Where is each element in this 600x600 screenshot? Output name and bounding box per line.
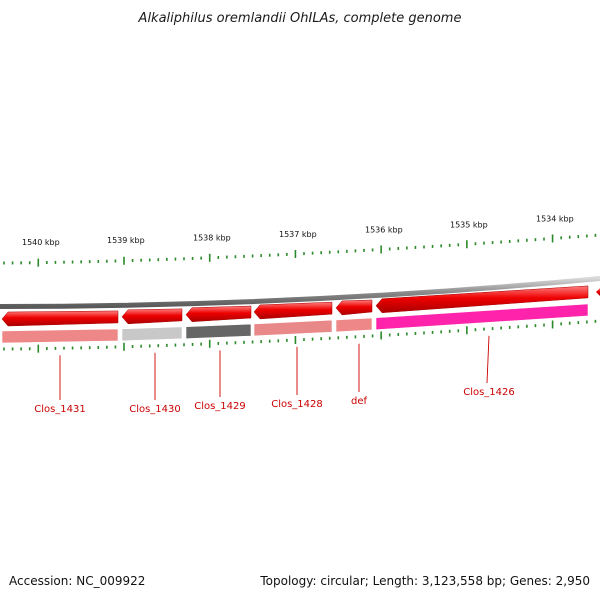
genome-summary-text: Topology: circular; Length: 3,123,558 bp… bbox=[260, 574, 590, 588]
gene-arrow[interactable] bbox=[121, 308, 183, 325]
gene-arrow[interactable] bbox=[335, 299, 373, 316]
gene-label[interactable]: Clos_1428 bbox=[271, 399, 323, 410]
gene-arrow[interactable] bbox=[185, 305, 252, 322]
gene-band bbox=[335, 317, 373, 333]
tick-label: 1540 kbp bbox=[22, 238, 60, 247]
tick-label: 1536 kbp bbox=[365, 225, 403, 234]
gene-label[interactable]: Clos_1430 bbox=[129, 404, 181, 415]
gene-band bbox=[121, 326, 183, 342]
gene-label[interactable]: def bbox=[351, 396, 368, 407]
gene-arrow[interactable] bbox=[1, 310, 119, 327]
gene-arrows bbox=[1, 285, 600, 327]
gene-arrow[interactable] bbox=[253, 301, 333, 320]
gene-band bbox=[253, 319, 333, 337]
gene-labels: Clos_1431 Clos_1430 Clos_1429 Clos_1428 def C… bbox=[34, 335, 515, 415]
gene-label[interactable]: Clos_1431 bbox=[34, 404, 86, 415]
tick-label: 1539 kbp bbox=[107, 236, 145, 245]
tick-label: 1537 kbp bbox=[279, 230, 317, 239]
tick-label: 1535 kbp bbox=[450, 220, 488, 229]
gene-bands bbox=[1, 303, 589, 344]
genome-backbone bbox=[0, 276, 600, 309]
tick-label: 1534 kbp bbox=[536, 215, 574, 224]
tick-label: 1538 kbp bbox=[193, 233, 231, 242]
tick-labels: 1540 kbp 1539 kbp 1538 kbp 1537 kbp 1536 kbp… bbox=[22, 215, 574, 247]
gene-band bbox=[185, 323, 252, 340]
gene-label[interactable]: Clos_1429 bbox=[194, 401, 246, 412]
gene-arrow[interactable] bbox=[375, 285, 589, 314]
gene-label[interactable]: Clos_1426 bbox=[463, 387, 515, 398]
gene-band bbox=[375, 303, 589, 331]
gene-leader-line bbox=[486, 335, 490, 384]
gene-band bbox=[1, 328, 119, 344]
map-title: Alkaliphilus oremlandii OhILAs, complete… bbox=[138, 11, 462, 26]
tick-row-bottom bbox=[3, 319, 597, 353]
accession-text: Accession: NC_009922 bbox=[9, 574, 146, 588]
tick-row-top bbox=[3, 233, 597, 267]
gene-arrow-partial bbox=[596, 288, 600, 296]
